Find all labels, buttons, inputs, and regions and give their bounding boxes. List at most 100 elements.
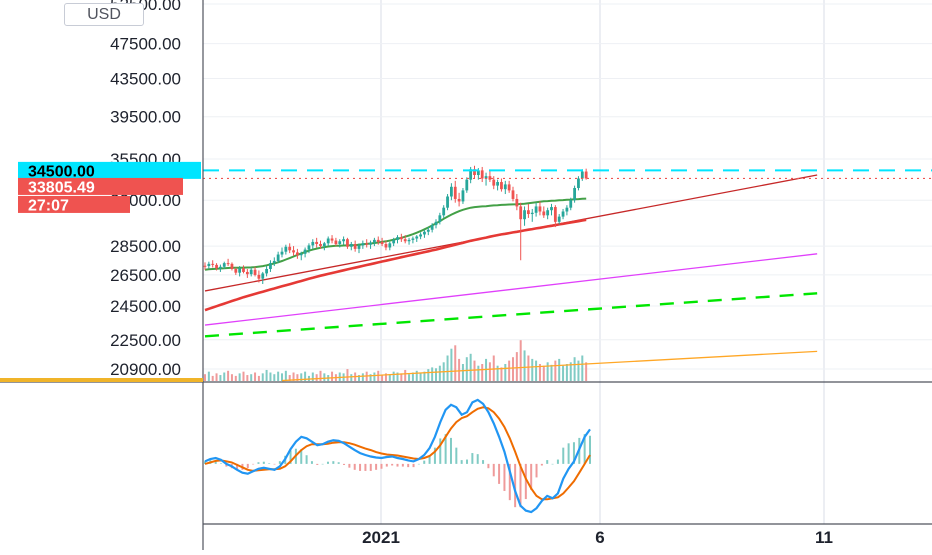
price-tick-label: 22500.00 [110, 331, 181, 350]
volume-bar [296, 374, 299, 381]
volume-bar [273, 374, 276, 381]
macd-histogram-bar [369, 463, 372, 471]
volume-bar [284, 370, 287, 381]
countdown-tag [18, 195, 130, 213]
macd-histogram-bar [385, 463, 388, 467]
volume-bar [450, 348, 453, 381]
volume-bar [304, 371, 307, 381]
macd-histogram-bar [326, 461, 329, 464]
macd-histogram-bar [460, 460, 463, 464]
macd-histogram-bar [417, 463, 420, 465]
volume-bar [542, 365, 545, 381]
volume-bar [435, 368, 437, 381]
candle-body [519, 206, 523, 220]
candle-body [261, 273, 265, 279]
macd-histogram-bar [524, 463, 527, 500]
currency-selector[interactable]: USD [64, 3, 144, 26]
volume-bar [281, 373, 283, 381]
volume-bar [400, 373, 403, 381]
volume-bar [527, 355, 530, 381]
volume-bar [481, 364, 484, 381]
candle-body [476, 170, 480, 176]
candle-body [511, 190, 515, 199]
candle-body [465, 179, 469, 191]
price-levels[interactable] [203, 169, 932, 180]
volume-bar [211, 375, 214, 381]
macd-histogram-bar [546, 460, 549, 464]
volume-bar [350, 374, 353, 381]
candle-body [365, 243, 369, 245]
candle-body [346, 239, 349, 247]
volume-bar [315, 374, 318, 381]
macd-histogram-bar [225, 463, 228, 467]
candle-body [538, 206, 542, 212]
volume-bar [477, 365, 480, 381]
price-axis[interactable]: 52500.0047500.0043500.0039500.0035500.00… [110, 0, 181, 379]
volume-bar [569, 362, 572, 381]
volume-bar [227, 370, 230, 381]
candle-body [565, 207, 569, 212]
candle-body [553, 207, 557, 222]
volume-bar [492, 355, 495, 381]
price-tick-label: 20900.00 [110, 360, 181, 379]
time-axis[interactable]: 2021 6 11 [362, 528, 833, 547]
volume-bar [411, 372, 414, 381]
volume-bar [246, 375, 249, 381]
macd-histogram-bar [535, 463, 538, 478]
macd-histogram-bar [556, 459, 559, 464]
volume-bar [381, 375, 384, 381]
candle-body [338, 241, 342, 245]
candle-body [503, 184, 507, 190]
magenta-trend[interactable] [204, 253, 818, 326]
macd-histogram-bar [236, 463, 239, 470]
volume-bar [323, 373, 326, 381]
volume-bar [565, 364, 568, 381]
candle-body [542, 211, 546, 216]
green-dashed-trend[interactable] [204, 292, 818, 338]
candle-body [369, 242, 372, 245]
candle-body [546, 210, 550, 216]
ma-slow-line [204, 218, 587, 312]
volume-bar [319, 370, 322, 381]
volume-bar [512, 357, 514, 381]
volume-bar [419, 373, 422, 381]
orange-trend[interactable] [281, 350, 818, 382]
candle-body [307, 245, 311, 250]
candle-body [238, 268, 242, 273]
volume-bar [515, 352, 518, 381]
macd-histogram-bar [316, 463, 319, 465]
pane-resize-handle[interactable] [0, 378, 203, 382]
candle-body [411, 238, 415, 240]
candle-body [419, 234, 422, 237]
macd-histogram-bar [551, 463, 554, 465]
macd-histogram-bar [268, 463, 271, 464]
volume-bar [234, 375, 237, 381]
candle-body [426, 229, 430, 232]
candle-body [269, 263, 272, 269]
volume-bar [292, 372, 295, 381]
candle-body [234, 268, 238, 273]
volume-bar [269, 372, 272, 381]
candle-body [403, 239, 407, 242]
macd-histogram-bar [246, 463, 249, 469]
candle-body [380, 241, 384, 245]
volume-bar [361, 373, 364, 381]
candle-body [500, 182, 503, 190]
volume-bar [404, 369, 407, 381]
volume-bar [461, 364, 464, 381]
macd-histogram-bar [514, 463, 517, 508]
macd-histogram-bar [337, 462, 340, 464]
countdown-tag-label: 27:07 [28, 197, 69, 214]
candle-body [461, 190, 465, 202]
trendlines[interactable] [204, 174, 818, 382]
macd-histogram-bar [348, 463, 351, 468]
volume-bar [219, 375, 222, 381]
candle-body [219, 266, 222, 269]
candle-body [280, 251, 284, 255]
candle-body [450, 186, 453, 197]
volume-bar [242, 371, 245, 381]
candle-body [284, 246, 288, 252]
candle-body [245, 271, 249, 275]
